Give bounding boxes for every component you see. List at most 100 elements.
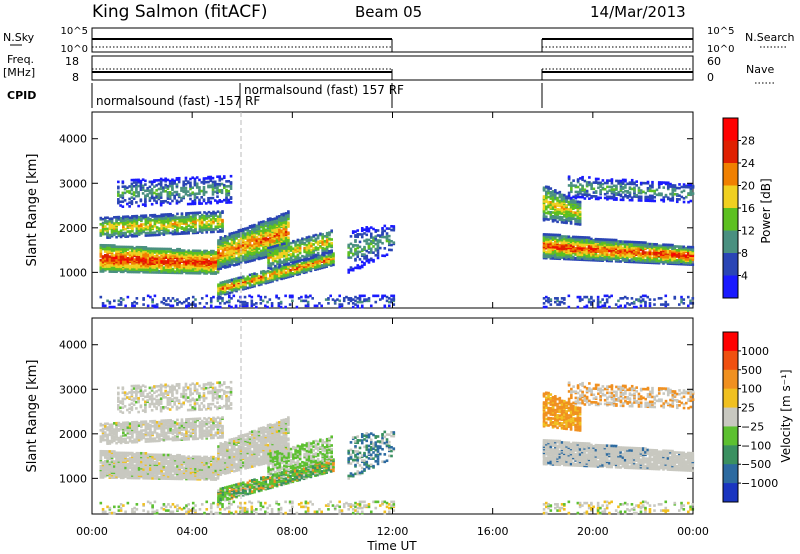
power-cell	[349, 235, 353, 238]
power-cell	[569, 220, 573, 224]
power-cell	[605, 240, 609, 244]
power-cell	[218, 222, 222, 226]
power-cell	[565, 215, 568, 218]
power-cell	[626, 240, 629, 244]
power-cell	[556, 213, 559, 216]
power-cell	[177, 193, 181, 196]
power-cell	[251, 278, 254, 281]
power-cell	[310, 236, 313, 239]
power-cell	[635, 180, 639, 183]
power-cell	[264, 233, 268, 237]
power-cell	[303, 246, 306, 250]
power-cell	[682, 245, 686, 249]
power-cell	[278, 215, 281, 218]
power-cell	[153, 259, 157, 263]
power-cell	[626, 189, 629, 193]
cpid-entry-2: normalsound (fast) 157 RF	[244, 83, 404, 97]
power-cell	[117, 245, 121, 249]
power-cell	[128, 190, 131, 193]
power-cell	[572, 184, 575, 187]
freq-tick-top: 18	[65, 55, 79, 68]
power-cell	[374, 254, 378, 257]
power-cell	[296, 253, 300, 257]
power-cell	[599, 196, 602, 200]
power-cell	[657, 244, 661, 248]
power-cell	[551, 197, 555, 201]
power-cell	[230, 278, 234, 282]
power-cell	[164, 247, 168, 251]
power-cell	[218, 211, 222, 215]
power-cell	[135, 234, 139, 238]
power-cell	[576, 193, 580, 196]
power-cell	[280, 251, 284, 255]
nsearch-tick-top: 10^5	[707, 26, 734, 37]
power-cell	[169, 247, 172, 251]
power-cell	[175, 177, 179, 180]
power-cell	[198, 264, 202, 268]
nsky-tick-bottom: 10^0	[61, 44, 88, 55]
power-cell	[383, 235, 387, 239]
power-cell	[166, 178, 170, 182]
power-cell	[583, 188, 587, 192]
power-cell	[159, 200, 163, 203]
power-cell	[214, 263, 218, 267]
power-cell	[176, 221, 179, 224]
power-cell	[376, 256, 380, 260]
power-cell	[605, 259, 609, 263]
power-cell	[106, 216, 109, 220]
power-cell	[545, 205, 548, 209]
power-cell	[305, 243, 309, 247]
power-cell	[280, 213, 283, 216]
power-cell	[547, 233, 550, 236]
power-cell	[289, 263, 292, 267]
power-cell	[226, 290, 229, 294]
power-cell	[321, 246, 324, 250]
power-cell	[363, 232, 366, 235]
power-cell	[551, 218, 555, 222]
power-cell	[287, 246, 291, 249]
power-cell	[128, 264, 132, 268]
power-cell	[198, 186, 201, 189]
power-cell	[162, 178, 165, 182]
power-cell	[650, 251, 654, 255]
power-cell	[262, 220, 265, 223]
power-cell	[628, 259, 631, 262]
power-cell	[372, 251, 375, 254]
power-cell	[572, 179, 575, 182]
power-cell	[142, 214, 145, 218]
power-cell	[211, 190, 215, 194]
power-cell	[119, 253, 123, 256]
power-cell	[232, 277, 236, 281]
power-cell	[130, 200, 134, 203]
power-cell	[614, 238, 618, 242]
power-cell	[615, 179, 618, 183]
power-cell	[360, 227, 364, 230]
power-cell	[554, 253, 557, 257]
power-cell	[287, 210, 290, 213]
power-cell	[585, 236, 589, 239]
power-cell	[159, 180, 163, 183]
power-cell	[289, 271, 292, 274]
power-cell	[610, 188, 614, 191]
power-cell	[269, 229, 272, 233]
power-cell	[131, 260, 134, 264]
power-cell	[381, 235, 384, 239]
power-cell	[628, 191, 632, 194]
power-cell	[285, 245, 288, 249]
power-cell	[628, 255, 631, 259]
power-cell	[222, 186, 226, 189]
power-cell	[194, 254, 197, 258]
power-cell	[310, 238, 313, 242]
power-cell	[160, 247, 163, 251]
power-cell	[581, 236, 584, 239]
power-cell	[164, 199, 167, 203]
power-cell	[168, 191, 172, 194]
power-cell	[312, 239, 315, 242]
power-cell	[144, 264, 148, 268]
power-cell	[130, 196, 134, 199]
power-cell	[287, 231, 290, 235]
power-cell	[106, 250, 109, 253]
power-cell	[200, 189, 204, 193]
power-cell	[312, 254, 315, 257]
